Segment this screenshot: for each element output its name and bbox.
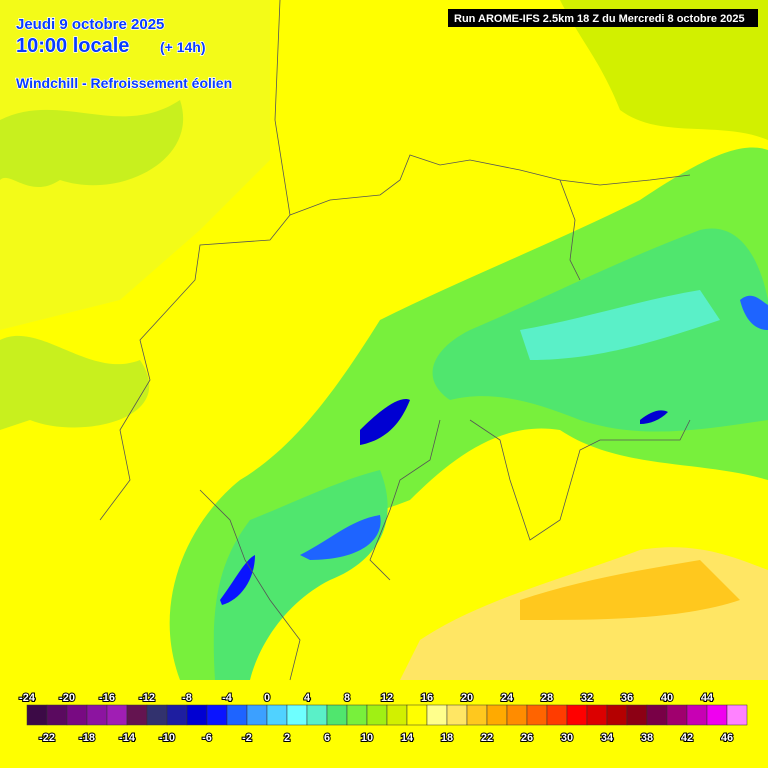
legend-label: 4: [304, 692, 311, 704]
legend-swatch: [526, 704, 548, 726]
legend-swatch: [186, 704, 208, 726]
legend-swatch: [366, 704, 388, 726]
legend-swatch: [586, 704, 608, 726]
legend-swatch: [626, 704, 648, 726]
legend-swatch: [326, 704, 348, 726]
legend-swatch: [346, 704, 368, 726]
legend-swatch: [86, 704, 108, 726]
legend-label: 42: [681, 732, 693, 744]
date: Jeudi 9 octobre 2025: [16, 16, 164, 33]
legend-swatch: [146, 704, 168, 726]
legend-label: 14: [401, 732, 414, 744]
legend-label: 44: [701, 692, 714, 704]
legend-label: 0: [264, 692, 270, 704]
legend-swatch: [266, 704, 288, 726]
legend: -24-22-20-18-16-14-12-10-8-6-4-202468101…: [18, 691, 748, 745]
legend-swatch: [666, 704, 688, 726]
legend-label: 12: [381, 692, 393, 704]
legend-label: 16: [421, 692, 433, 704]
legend-label: 18: [441, 732, 453, 744]
legend-label: 24: [501, 692, 514, 704]
legend-swatch: [306, 704, 328, 726]
legend-swatch: [606, 704, 628, 726]
legend-swatch: [446, 704, 468, 726]
legend-label: -22: [39, 732, 55, 744]
legend-swatch: [406, 704, 428, 726]
legend-label: 38: [641, 732, 653, 744]
legend-label: 28: [541, 692, 553, 704]
legend-label: -24: [19, 692, 36, 704]
legend-swatch: [126, 704, 148, 726]
legend-swatch: [706, 704, 728, 726]
legend-swatch: [566, 704, 588, 726]
legend-label: -6: [202, 732, 212, 744]
legend-label: 32: [581, 692, 593, 704]
legend-label: 22: [481, 732, 493, 744]
legend-swatch: [226, 704, 248, 726]
legend-swatch: [386, 704, 408, 726]
legend-swatch: [686, 704, 708, 726]
parameter: Windchill - Refroissement éolien: [16, 75, 232, 91]
legend-swatch: [66, 704, 88, 726]
legend-label: -10: [159, 732, 175, 744]
legend-label: 46: [721, 732, 733, 744]
legend-swatch: [26, 704, 48, 726]
legend-label: -8: [182, 692, 192, 704]
legend-label: 2: [284, 732, 290, 744]
terrain: [0, 0, 768, 680]
legend-swatch: [426, 704, 448, 726]
run-info: Run AROME-IFS 2.5km 18 Z du Mercredi 8 o…: [454, 13, 745, 25]
legend-swatch: [506, 704, 528, 726]
legend-label: -20: [59, 692, 75, 704]
legend-label: 34: [601, 732, 614, 744]
legend-label: 26: [521, 732, 533, 744]
legend-label: -18: [79, 732, 95, 744]
legend-label: 10: [361, 732, 373, 744]
legend-swatch: [466, 704, 488, 726]
legend-swatch: [246, 704, 268, 726]
legend-swatch: [106, 704, 128, 726]
legend-swatch: [486, 704, 508, 726]
legend-label: 40: [661, 692, 673, 704]
legend-swatch: [286, 704, 308, 726]
lead: (+ 14h): [160, 39, 206, 55]
legend-label: 30: [561, 732, 573, 744]
legend-label: -16: [99, 692, 115, 704]
legend-label: 8: [344, 692, 350, 704]
borders: [99, 0, 691, 681]
legend-swatch: [166, 704, 188, 726]
legend-label: 36: [621, 692, 633, 704]
legend-swatch: [546, 704, 568, 726]
legend-swatch: [646, 704, 668, 726]
legend-label: -12: [139, 692, 155, 704]
run-box: [448, 9, 758, 27]
legend-label: 20: [461, 692, 473, 704]
legend-label: -2: [242, 732, 252, 744]
legend-swatch: [726, 704, 748, 726]
time: 10:00 locale: [16, 35, 129, 57]
legend-label: -4: [222, 692, 233, 704]
legend-swatch: [206, 704, 228, 726]
legend-label: 6: [324, 732, 330, 744]
legend-swatch: [46, 704, 68, 726]
legend-label: -14: [119, 732, 136, 744]
